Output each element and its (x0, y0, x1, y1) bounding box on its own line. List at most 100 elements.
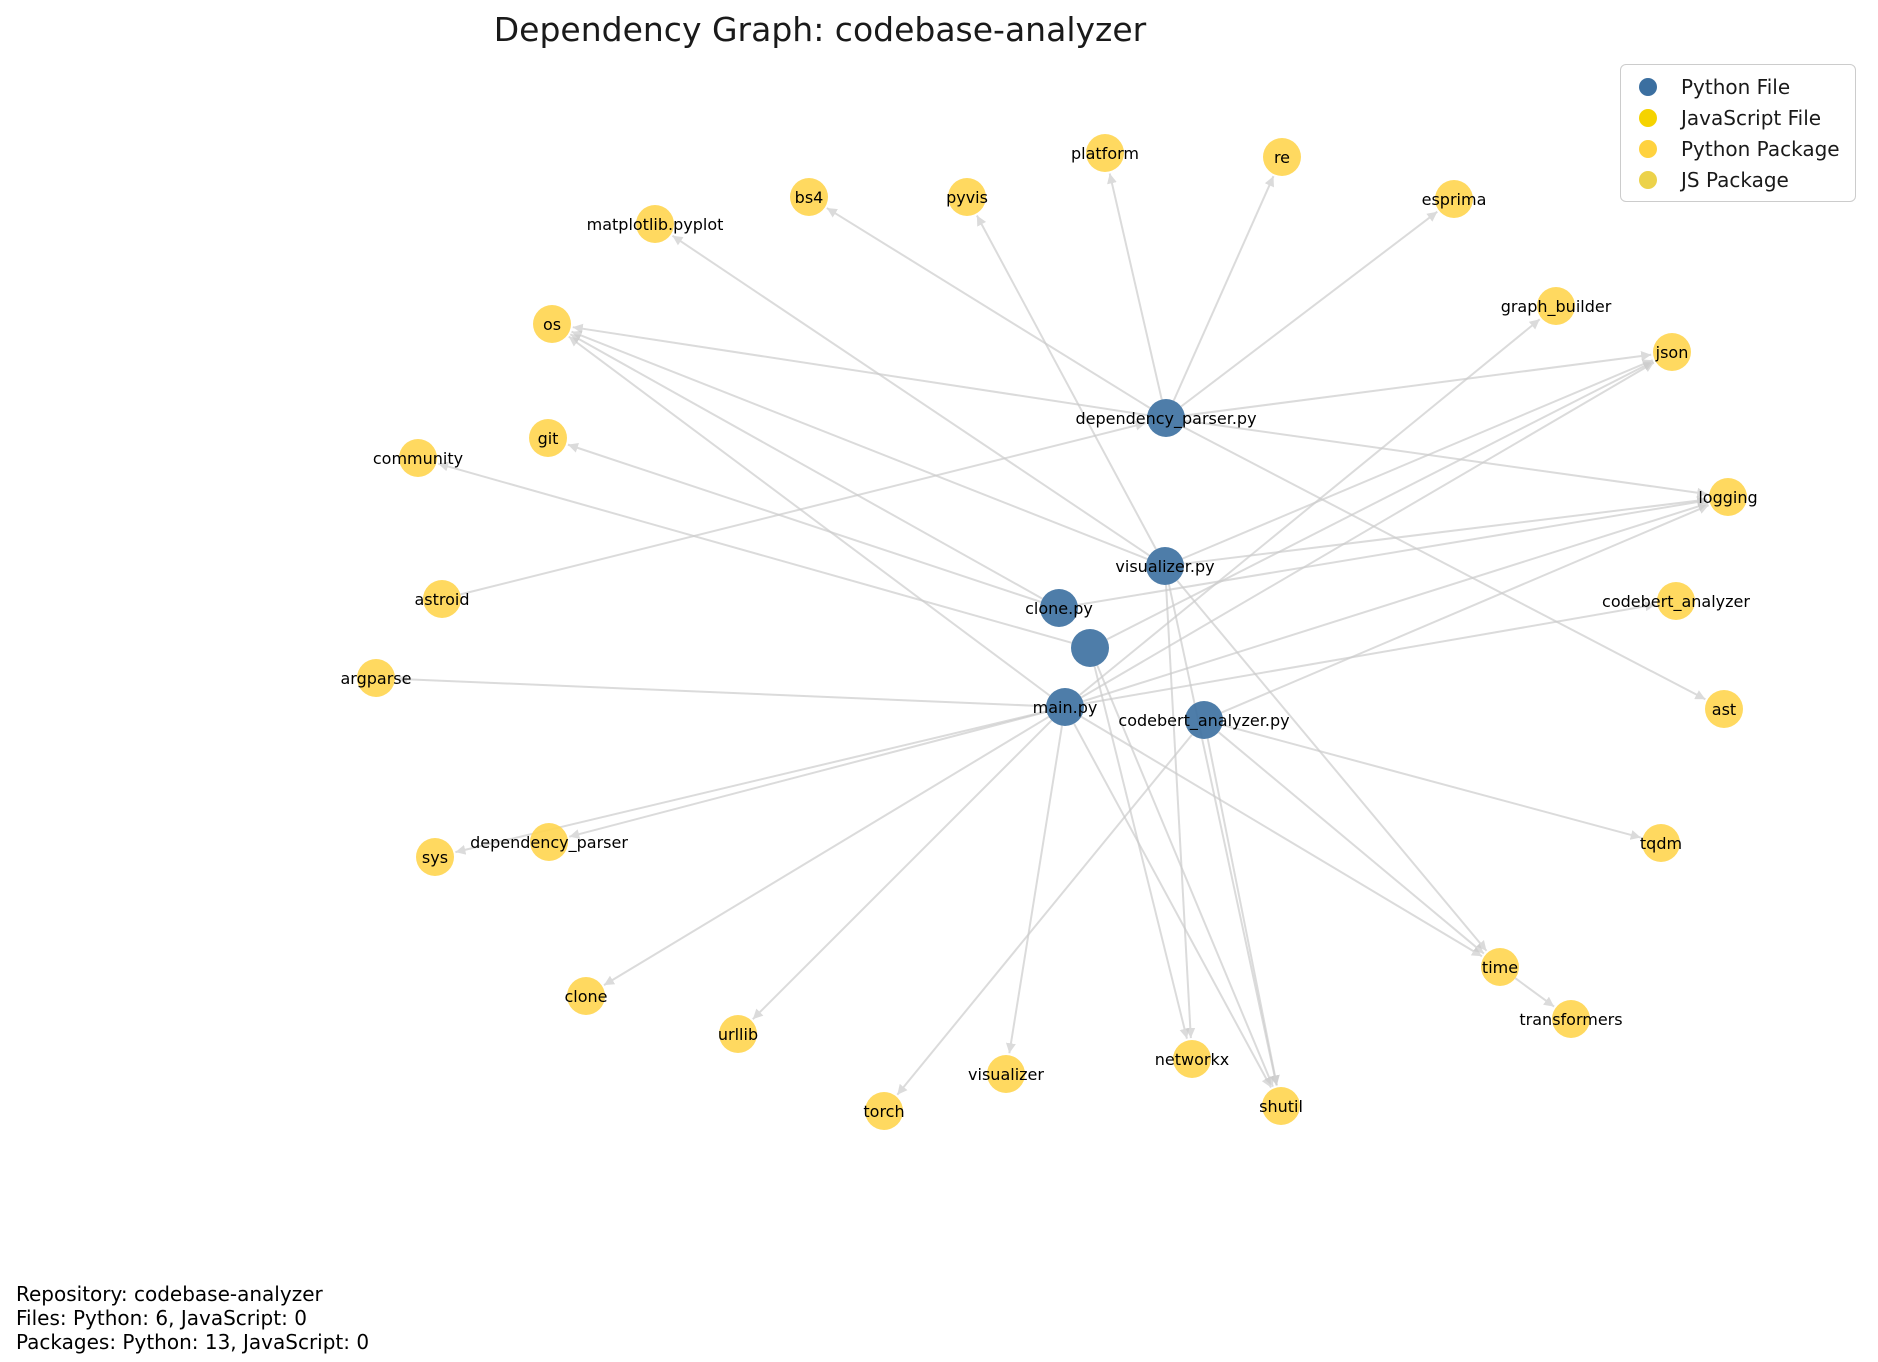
node-time (1481, 948, 1519, 986)
legend: Python File JavaScript File Python Packa… (1620, 64, 1856, 202)
node-label-esprima: esprima (1422, 190, 1487, 209)
node-label-visualizer_py: visualizer.py (1115, 557, 1214, 576)
node-label-clone: clone (564, 987, 607, 1006)
legend-item-python-file: Python File (1631, 71, 1845, 102)
node-label-json: json (1655, 343, 1689, 362)
legend-swatch-python-file (1639, 77, 1657, 96)
node-matplotlib_pyplot (636, 205, 674, 243)
node-label-torch: torch (863, 1102, 904, 1121)
node-pyvis (948, 178, 986, 216)
node-label-os: os (543, 315, 561, 334)
node-label-dependency_parser: dependency_parser (470, 833, 628, 853)
node-visualizer (987, 1055, 1025, 1093)
edge-main_py-to-visualizer (1005, 725, 1063, 1054)
node-os (533, 305, 571, 343)
node-label-main_py: main.py (1033, 698, 1098, 717)
node-label-argparse: argparse (341, 669, 412, 688)
graph-title: Dependency Graph: codebase-analyzer (493, 10, 1147, 49)
nodes-layer (357, 134, 1747, 1130)
node-label-urllib: urllib (718, 1025, 758, 1044)
node-main_py (1046, 688, 1084, 726)
edge-dependency_parser_py-to-logging (1184, 419, 1708, 498)
edge-main_py-to-graph_builder (1079, 318, 1541, 696)
edge-visualizer_py-to-networkx (1165, 584, 1196, 1039)
edge-clone_py-to-os (569, 333, 1043, 600)
edge-clone_py-to-git (567, 443, 1042, 603)
edge-dependency_parser_py-to-bs4 (826, 207, 1151, 409)
stats-repository: Repository: codebase-analyzer (16, 1282, 323, 1306)
node-dependency_parser (530, 823, 568, 861)
edge-codebert_analyzer_py-to-torch (896, 734, 1193, 1096)
edges-layer (396, 173, 1710, 1096)
edge-dependency_parser_py-to-platform (1107, 173, 1163, 400)
legend-item-javascript-file: JavaScript File (1631, 102, 1845, 133)
node-dependency_parser_py (1147, 399, 1185, 437)
node-label-matplotlib_pyplot: matplotlib.pyplot (587, 215, 724, 234)
node-codebert_analyzer_py (1185, 701, 1223, 739)
edge-dependency_parser_py-to-esprima (1180, 210, 1438, 408)
node-label-clone_py: clone.py (1025, 599, 1093, 618)
node-label-community: community (373, 449, 463, 468)
stats-files: Files: Python: 6, JavaScript: 0 (16, 1306, 307, 1330)
node-label-time: time (1482, 958, 1518, 977)
node-torch (865, 1092, 903, 1130)
node-label-git: git (538, 429, 559, 448)
node-urllib (719, 1015, 757, 1053)
node-label-bs4: bs4 (795, 188, 824, 207)
node-esprima (1435, 180, 1473, 218)
node-label-graph_builder: graph_builder (1501, 297, 1612, 317)
edge-visualizer_py-to-shutil (1168, 584, 1280, 1086)
node-community (399, 439, 437, 477)
node-label-platform: platform (1071, 144, 1139, 163)
edge-visualizer_py-to-time (1176, 579, 1488, 952)
edge-visualizer_py-to-logging (1183, 495, 1708, 565)
edge-main_py-to-dependency_parser (569, 710, 1047, 839)
edge-unnamed-to-shutil (1096, 665, 1274, 1088)
node-astroid (423, 580, 461, 618)
node-argparse (357, 659, 395, 697)
node-ast (1705, 690, 1743, 728)
edge-main_py-to-clone (603, 715, 1050, 987)
edge-codebert_analyzer_py-to-tqdm (1222, 723, 1641, 840)
legend-label-js-package: JS Package (1681, 167, 1789, 192)
node-codebert_analyzer (1657, 582, 1695, 620)
node-label-shutil: shutil (1259, 1097, 1303, 1116)
edge-main_py-to-urllib (752, 719, 1053, 1020)
node-label-astroid: astroid (414, 590, 469, 609)
edge-codebert_analyzer_py-to-logging (1221, 504, 1710, 714)
node-label-networkx: networkx (1155, 1050, 1229, 1069)
edge-visualizer_py-to-json (1182, 359, 1654, 560)
node-graph_builder (1537, 287, 1575, 325)
stats-packages: Packages: Python: 13, JavaScript: 0 (16, 1330, 370, 1354)
node-label-visualizer: visualizer (968, 1065, 1044, 1084)
edge-main_py-to-argparse (396, 674, 1047, 708)
edge-visualizer_py-to-matplotlib_pyplot (671, 234, 1150, 557)
edge-unnamed-to-networkx (1093, 666, 1190, 1039)
legend-label-python-package: Python Package (1681, 136, 1840, 161)
edge-codebert_analyzer_py-to-time (1217, 731, 1485, 955)
legend-item-js-package: JS Package (1631, 164, 1845, 195)
node-label-codebert_analyzer_py: codebert_analyzer.py (1118, 711, 1289, 731)
legend-label-javascript-file: JavaScript File (1681, 105, 1822, 130)
edge-main_py-to-codebert_analyzer (1083, 601, 1656, 705)
node-clone (567, 977, 605, 1015)
repository-stats: Repository: codebase-analyzer Files: Pyt… (16, 1282, 369, 1354)
node-label-tqdm: tqdm (1640, 834, 1682, 853)
node-json (1653, 333, 1691, 371)
legend-swatch-javascript-file (1639, 108, 1657, 127)
node-sys (416, 838, 454, 876)
node-platform (1086, 134, 1124, 172)
edge-main_py-to-os (568, 335, 1051, 697)
node-label-re: re (1274, 148, 1290, 167)
edge-time-to-transformers (1514, 977, 1555, 1008)
edge-visualizer_py-to-os (571, 330, 1148, 560)
node-logging (1709, 478, 1747, 516)
edge-unnamed-to-community (437, 461, 1072, 644)
edge-main_py-to-logging (1082, 501, 1709, 703)
node-label-sys: sys (422, 848, 448, 867)
edge-astroid-to-dependency_parser_py (460, 420, 1146, 596)
edge-unnamed-to-json (1106, 360, 1654, 641)
legend-label-python-file: Python File (1681, 74, 1791, 99)
edge-dependency_parser_py-to-ast (1182, 425, 1706, 701)
